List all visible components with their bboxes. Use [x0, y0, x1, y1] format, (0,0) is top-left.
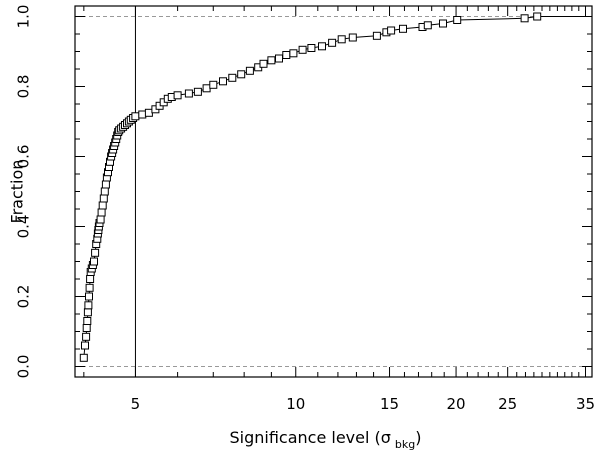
plot-frame [74, 5, 593, 378]
data-point [98, 201, 107, 210]
data-point [387, 26, 396, 35]
data-point [85, 292, 93, 301]
data-point [91, 248, 100, 257]
y-tick-label: 0.2 [14, 285, 32, 309]
data-point [228, 73, 237, 82]
data-point [173, 91, 182, 100]
data-point [82, 332, 91, 341]
data-point [328, 38, 337, 47]
data-point [138, 110, 147, 119]
data-point [81, 341, 89, 350]
data-point [282, 51, 291, 59]
axis-ticks [75, 6, 592, 377]
x-axis-label-main: Significance level (σ [230, 428, 391, 447]
x-tick-label: 35 [576, 395, 595, 413]
data-point [453, 16, 462, 24]
data-point [144, 108, 153, 117]
y-tick-label: 0.0 [14, 355, 32, 379]
data-point [399, 24, 407, 33]
data-point [348, 33, 357, 42]
data-point [275, 54, 283, 63]
data-point [245, 66, 254, 75]
data-point [520, 14, 529, 23]
data-point [193, 87, 202, 96]
x-tick-label: 5 [131, 395, 141, 413]
data-point [99, 194, 108, 203]
x-tick-label: 10 [286, 395, 305, 413]
data-point [202, 84, 211, 93]
data-point [79, 353, 88, 362]
data-point [533, 12, 542, 21]
data-point [84, 301, 93, 310]
data-point [100, 187, 109, 196]
data-point [209, 80, 218, 89]
x-tick-label: 15 [380, 395, 399, 413]
x-axis-label-close: ) [415, 428, 421, 447]
data-point [90, 257, 98, 266]
data-point [82, 324, 91, 332]
data-point [298, 45, 307, 54]
data-points [79, 12, 542, 362]
data-point [423, 21, 432, 30]
series-line [83, 16, 592, 358]
data-point [219, 77, 227, 86]
y-axis-label: Fraction [8, 160, 27, 224]
series-line-layer [83, 16, 592, 358]
data-point [101, 180, 110, 189]
x-axis-label-subscript: bkg [395, 438, 415, 451]
data-point [96, 215, 105, 224]
data-point [86, 275, 95, 283]
tick-labels: 0.0 0.2 0.4 0.6 0.8 1.0 5 10 15 20 25 35 [14, 5, 595, 413]
data-point [83, 308, 92, 317]
y-tick-label: 1.0 [14, 5, 32, 29]
data-point [237, 70, 246, 79]
data-point [372, 31, 381, 40]
data-point [85, 283, 94, 292]
data-point [337, 35, 346, 44]
x-tick-label: 20 [447, 395, 466, 413]
data-point [267, 56, 276, 65]
data-point [307, 44, 316, 52]
data-point [439, 19, 447, 28]
data-point [259, 59, 268, 68]
x-axis-label: Significance level (σ bkg) [230, 428, 422, 451]
data-point [184, 89, 193, 98]
data-point [131, 112, 140, 121]
data-point [83, 317, 92, 325]
y-tick-label: 0.8 [14, 75, 32, 99]
data-point [289, 49, 298, 58]
x-tick-label: 25 [498, 395, 517, 413]
data-point [97, 208, 106, 217]
y-tick-label: 0.6 [14, 145, 32, 169]
y-tick-label: 0.4 [14, 215, 32, 239]
data-point [318, 42, 326, 51]
reference-lines [75, 6, 592, 377]
